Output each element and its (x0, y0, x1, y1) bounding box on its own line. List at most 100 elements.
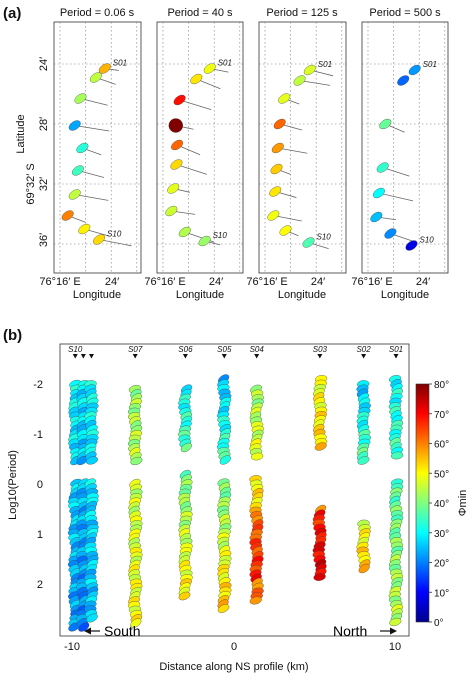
colorbar-tick-label: 0° (434, 618, 444, 629)
colorbar-tick-label: 40° (434, 499, 449, 510)
b-x-tick-10: 10 (389, 641, 401, 653)
station-label: S07 (128, 345, 143, 354)
phase-tensor-ellipse (198, 235, 211, 247)
b-y-tick-2: 2 (37, 579, 43, 591)
station-label: S10 (317, 233, 332, 242)
phase-tensor-ellipse (130, 456, 143, 466)
phase-tensor-ellipse (269, 186, 282, 197)
panel-b-stations: S10 S07 S06 S05 S04 S03 S02 S01 (68, 345, 403, 359)
phase-tensor-ellipse (85, 456, 98, 465)
phase-tensor-ellipse (358, 563, 370, 574)
station-marker (72, 354, 78, 359)
phase-tensor-ellipse (302, 237, 315, 248)
phase-tensor-ellipse (165, 205, 178, 217)
phase-tensor-ellipse (130, 618, 142, 628)
panel-b-frame (59, 343, 410, 637)
station-label: S10 (68, 345, 83, 354)
phase-tensor-ellipse (293, 75, 306, 86)
colorbar-tick-label: 70° (434, 410, 449, 421)
phase-tensor-ellipse (86, 613, 98, 623)
phase-tensor-ellipse (313, 573, 326, 581)
phase-tensor-ellipse (171, 139, 184, 151)
phase-tensor-ellipse (405, 240, 418, 251)
phase-tensor-ellipse (271, 142, 284, 154)
station-marker (361, 354, 367, 359)
induction-arrow (98, 239, 132, 247)
panel-b-marks (67, 374, 404, 632)
station-marker (182, 354, 188, 359)
station-label: S10 (420, 236, 435, 245)
panel-b-xlabel: Distance along NS profile (km) (159, 661, 308, 673)
phase-tensor-ellipse (376, 162, 389, 173)
station-label: S05 (217, 345, 232, 354)
induction-arrow (179, 99, 212, 111)
phase-tensor-ellipse (89, 72, 102, 83)
colorbar-tick-label: 10° (434, 588, 449, 599)
phase-tensor-ellipse (76, 142, 89, 154)
phase-tensor-ellipse (219, 455, 231, 465)
b-y-tick-m1: -1 (33, 429, 43, 441)
phase-tensor-ellipse (167, 183, 180, 194)
phase-tensor-ellipse (250, 452, 264, 461)
phase-tensor-ellipse (273, 118, 286, 130)
subplot-frame-4 (361, 21, 449, 274)
subplot-title-4: Period = 500 s (369, 7, 441, 19)
subplot-frame-2 (156, 21, 244, 274)
induction-arrow (299, 80, 331, 86)
x-label-4: Longitude (381, 289, 429, 301)
station-label: S01 (218, 59, 232, 68)
induction-arrow (378, 192, 414, 202)
phase-tensor-ellipse (71, 165, 84, 176)
station-marker (221, 354, 227, 359)
station-label: S03 (313, 345, 328, 354)
subplot-title-3: Period = 125 s (266, 7, 338, 19)
phase-tensor-ellipse (217, 604, 230, 613)
phase-tensor-ellipse (180, 442, 192, 453)
north-annotation: North (333, 623, 397, 639)
colorbar-tick-label: 60° (434, 440, 449, 451)
phase-tensor-ellipse (303, 64, 316, 76)
subplot-frame-1 (53, 21, 142, 274)
phase-tensor-ellipse (178, 226, 191, 238)
y-tick-36: 36′ (38, 233, 50, 247)
station-label: S04 (250, 345, 265, 354)
panel-a-label: (a) (3, 5, 21, 22)
subplot-title-2: Period = 40 s (167, 7, 233, 19)
x-tick-1-b: 24′ (105, 276, 119, 288)
b-y-tick-0: 0 (37, 479, 43, 491)
north-label: North (333, 623, 367, 639)
y-tick-28: 28′ (38, 117, 50, 131)
station-label: S01 (389, 345, 403, 354)
phase-tensor-ellipse (68, 120, 81, 131)
induction-arrow (74, 125, 110, 132)
colorbar-tick-label: 80° (434, 380, 449, 391)
phase-tensor-ellipse (357, 456, 370, 465)
b-y-tick-m2: -2 (33, 379, 43, 391)
y-axis-prefix: 69°32′ S (25, 163, 37, 204)
panel-a-ylabel: Latitude (15, 114, 27, 153)
phase-tensor-ellipse (168, 118, 183, 133)
phase-tensor-ellipse (384, 228, 397, 239)
phase-tensor-ellipse (379, 118, 392, 130)
station-marker (88, 354, 94, 359)
phase-tensor-ellipse (278, 93, 291, 104)
station-marker (132, 354, 138, 359)
phase-tensor-ellipse (370, 211, 383, 223)
b-y-tick-1: 1 (37, 529, 43, 541)
phase-tensor-ellipse (61, 210, 74, 221)
station-marker (393, 354, 399, 359)
phase-tensor-ellipse (190, 73, 203, 85)
phase-tensor-ellipse (93, 234, 106, 245)
station-label: S01 (423, 60, 437, 69)
station-label: S01 (318, 60, 332, 69)
colorbar (415, 383, 430, 623)
x-tick-4-a: 76°16′ E (351, 276, 392, 288)
x-tick-2-a: 76°16′ E (144, 276, 185, 288)
colorbar-tick-label: 20° (434, 559, 449, 570)
station-label: S01 (113, 59, 127, 68)
phase-tensor-ellipse (249, 596, 262, 605)
panel-a-gridlines (54, 22, 448, 273)
induction-arrow (176, 164, 207, 175)
south-annotation: South (84, 623, 141, 639)
